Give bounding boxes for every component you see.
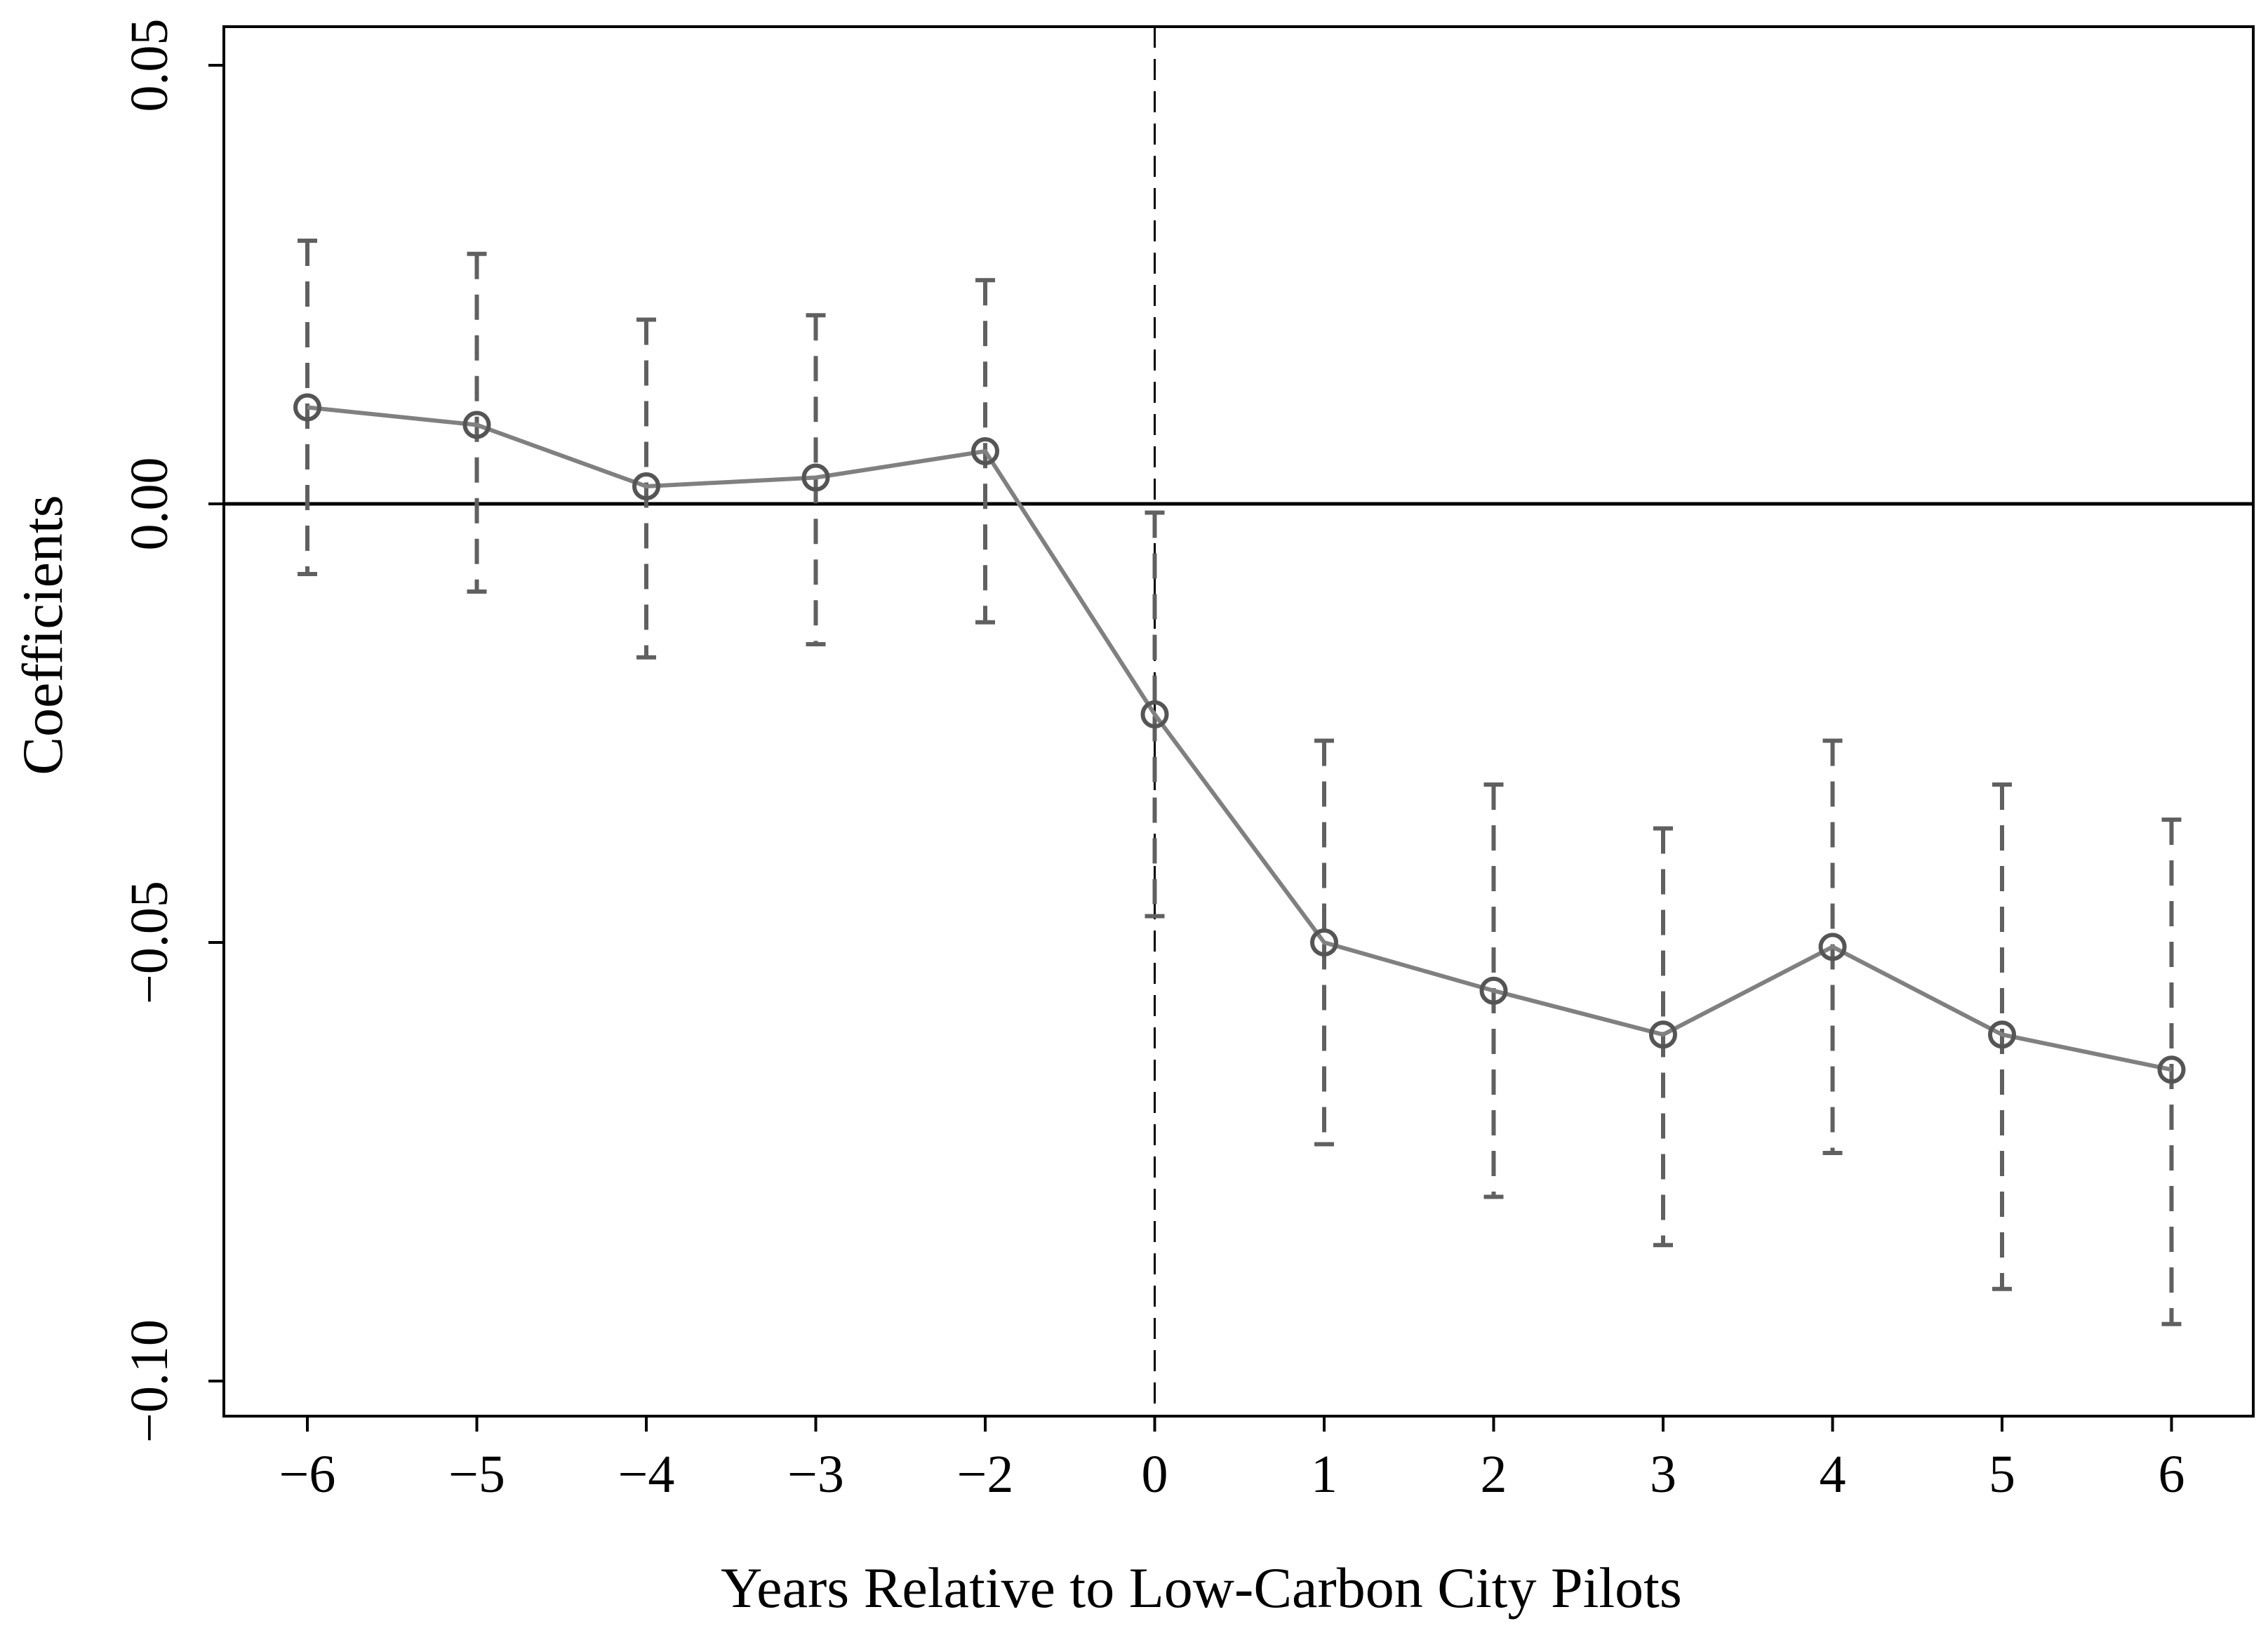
x-tick-label: 5 xyxy=(1989,1445,2015,1504)
data-point xyxy=(1310,928,1338,956)
data-point xyxy=(462,411,491,439)
data-point xyxy=(293,393,321,422)
plot-frame xyxy=(222,25,2255,1418)
data-point xyxy=(1649,1020,1677,1049)
x-tick-label: 4 xyxy=(1820,1445,1846,1504)
data-point xyxy=(1479,976,1508,1005)
x-tick-label: 3 xyxy=(1650,1445,1676,1504)
y-axis-title: Coefficients xyxy=(11,495,74,775)
coefficient-line xyxy=(307,405,2173,1072)
y-tick-label: 0.00 xyxy=(120,458,179,551)
x-tick-label: −3 xyxy=(787,1445,844,1504)
x-axis-title: Years Relative to Low-Carbon City Pilots xyxy=(721,1556,1682,1620)
x-tick-label: −2 xyxy=(957,1445,1014,1504)
x-tick-label: −4 xyxy=(618,1445,675,1504)
x-tick-label: −5 xyxy=(448,1445,505,1504)
x-tick-label: −6 xyxy=(279,1445,336,1504)
data-point xyxy=(1140,700,1169,728)
y-tick-label: −0.10 xyxy=(120,1319,179,1443)
data-point xyxy=(1818,933,1847,961)
data-point xyxy=(801,463,830,492)
y-tick-label: 0.05 xyxy=(120,19,179,112)
y-tick-label: −0.05 xyxy=(120,881,179,1004)
x-tick-label: 1 xyxy=(1311,1445,1338,1504)
x-tick-label: 6 xyxy=(2159,1445,2185,1504)
data-point xyxy=(632,472,660,500)
x-tick-label: 0 xyxy=(1142,1445,1168,1504)
data-point xyxy=(1988,1020,2016,1049)
data-point xyxy=(2157,1055,2186,1084)
x-tick-label: 2 xyxy=(1481,1445,1507,1504)
data-point xyxy=(971,437,999,465)
